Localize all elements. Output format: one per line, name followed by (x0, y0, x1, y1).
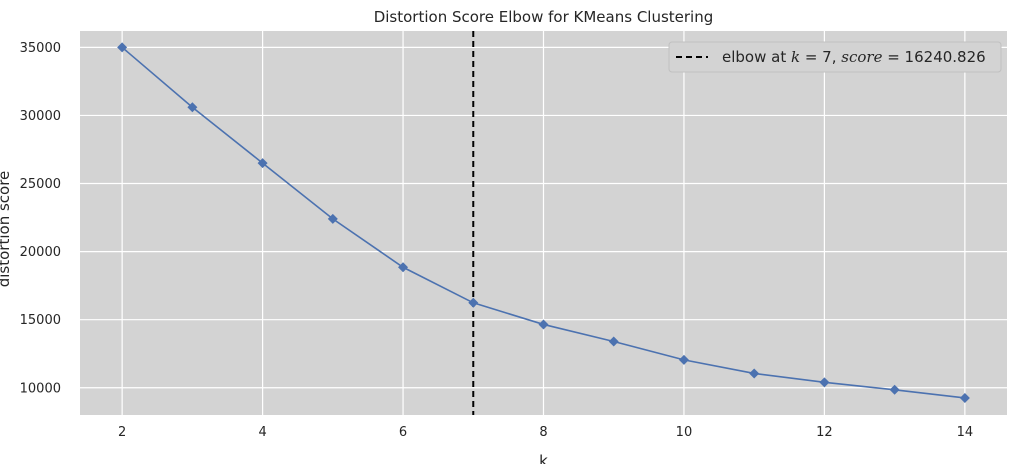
legend-entry-elbow: elbow at k = 7, score = 16240.826 (722, 48, 986, 66)
y-tick-label: 10000 (20, 381, 61, 396)
legend-box (668, 41, 1002, 73)
data-point-marker (327, 213, 338, 224)
x-tick-label: 6 (399, 425, 407, 440)
data-point-marker (608, 336, 619, 347)
data-point-marker (398, 262, 409, 273)
y-axis-label: distortion score (0, 171, 13, 288)
y-tick-label: 35000 (20, 41, 61, 56)
x-tick-label: 14 (957, 425, 974, 440)
data-point-marker (959, 392, 970, 403)
data-point-marker (187, 102, 198, 113)
data-markers (117, 42, 970, 403)
x-tick-label: 10 (676, 425, 693, 440)
y-tick-label: 25000 (20, 177, 61, 192)
legend-score-value: = 16240.826 (882, 48, 985, 66)
data-point-marker (819, 377, 830, 388)
data-point-marker (678, 354, 689, 365)
y-tick-label: 20000 (20, 245, 61, 260)
y-tick-label: 30000 (20, 109, 61, 124)
data-point-marker (889, 384, 900, 395)
legend-k-value: = 7, (800, 48, 841, 66)
legend-prefix: elbow at (722, 48, 791, 66)
legend-k-symbol: k (791, 48, 800, 66)
x-axis-label: k (539, 452, 548, 464)
chart-title: Distortion Score Elbow for KMeans Cluste… (374, 8, 714, 26)
y-tick-label: 15000 (20, 313, 61, 328)
tick-labels: 2 4 6 8 10 12 14 10000 15000 20000 25000 30000 35000 (20, 41, 973, 440)
data-point-marker (538, 319, 549, 330)
grid-lines (80, 31, 1007, 415)
x-tick-label: 4 (258, 425, 266, 440)
legend: elbow at k = 7, score = 16240.826 (668, 41, 1002, 73)
x-tick-label: 12 (816, 425, 833, 440)
legend-score-symbol: score (841, 48, 882, 66)
data-point-marker (257, 158, 268, 169)
x-tick-label: 8 (539, 425, 547, 440)
data-point-marker (749, 368, 760, 379)
x-tick-label: 2 (118, 425, 126, 440)
data-point-marker (468, 297, 479, 308)
data-point-marker (117, 42, 128, 53)
